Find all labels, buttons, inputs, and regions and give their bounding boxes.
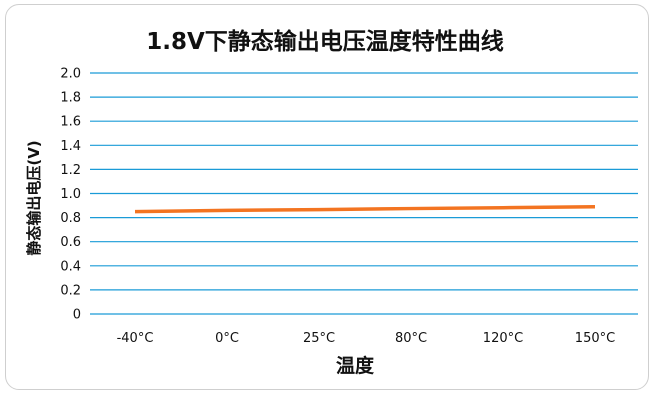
- y-axis-title: 静态输出电压(V): [25, 140, 43, 255]
- x-tick-label: 0°C: [215, 331, 239, 346]
- chart-frame: [5, 4, 649, 390]
- y-tick-label: 0.4: [60, 259, 81, 274]
- y-tick-label: 1.4: [60, 139, 81, 154]
- y-tick-label: 1.6: [60, 115, 81, 130]
- grid-lines: [90, 72, 638, 315]
- y-tick-label: 2.0: [60, 67, 81, 82]
- y-tick-label: 0.2: [60, 283, 81, 298]
- y-tick-label: 1.2: [60, 163, 81, 178]
- y-tick-label: 1.8: [60, 91, 81, 106]
- series-line: [134, 205, 596, 214]
- y-tick-label: 0.8: [60, 211, 81, 226]
- x-axis-ticks: -40°C 0°C 25°C 80°C 120°C 150°C: [117, 331, 616, 346]
- x-axis-title: 温度: [336, 354, 375, 377]
- x-tick-label: 150°C: [575, 331, 615, 346]
- y-axis-ticks: 2.0 1.8 1.6 1.4 1.2 1.0 0.8 0.6 0.4 0.2 0: [60, 67, 81, 323]
- x-tick-label: 80°C: [395, 331, 427, 346]
- chart-title: 1.8V下静态输出电压温度特性曲线: [146, 28, 504, 55]
- y-tick-label: 0.6: [60, 235, 81, 250]
- x-tick-label: 25°C: [303, 331, 335, 346]
- x-tick-label: -40°C: [117, 331, 154, 346]
- y-tick-label: 1.0: [60, 187, 81, 202]
- x-tick-label: 120°C: [483, 331, 523, 346]
- y-tick-label: 0: [73, 308, 81, 323]
